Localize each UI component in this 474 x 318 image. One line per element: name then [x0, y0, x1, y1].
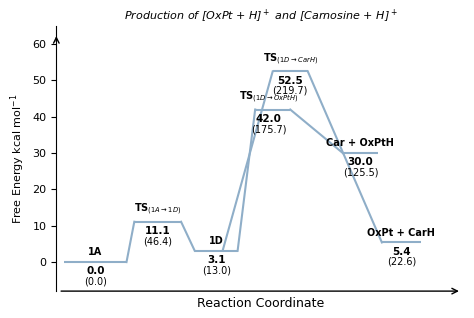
Text: 0.0: 0.0: [86, 266, 105, 276]
Title: Production of [OxPt + H]$^+$ and [Carnosine + H]$^+$: Production of [OxPt + H]$^+$ and [Carnos…: [124, 8, 398, 25]
Text: 1A: 1A: [88, 247, 102, 257]
Text: 5.4: 5.4: [392, 247, 410, 257]
Text: TS$_{(1D\to CarH)}$: TS$_{(1D\to CarH)}$: [263, 51, 318, 67]
Text: TS$_{(1D\to OxPtH)}$: TS$_{(1D\to OxPtH)}$: [239, 89, 299, 105]
Text: 3.1: 3.1: [207, 255, 226, 265]
Text: (219.7): (219.7): [273, 86, 308, 96]
Text: 11.1: 11.1: [145, 226, 171, 236]
Text: 1D: 1D: [209, 236, 224, 246]
Text: (175.7): (175.7): [251, 124, 287, 134]
Text: Car + OxPtH: Car + OxPtH: [327, 138, 394, 149]
Y-axis label: Free Energy kcal mol$^{-1}$: Free Energy kcal mol$^{-1}$: [9, 93, 27, 224]
Text: TS$_{(1A\to1D)}$: TS$_{(1A\to1D)}$: [134, 202, 182, 217]
X-axis label: Reaction Coordinate: Reaction Coordinate: [197, 297, 325, 310]
Text: 30.0: 30.0: [347, 157, 374, 168]
Text: (13.0): (13.0): [201, 265, 231, 275]
Text: 42.0: 42.0: [256, 114, 282, 124]
Text: (0.0): (0.0): [84, 277, 107, 287]
Text: (22.6): (22.6): [387, 257, 416, 267]
Text: 52.5: 52.5: [277, 76, 303, 86]
Text: OxPt + CarH: OxPt + CarH: [367, 228, 435, 238]
Text: (46.4): (46.4): [143, 236, 172, 246]
Text: (125.5): (125.5): [343, 168, 378, 178]
